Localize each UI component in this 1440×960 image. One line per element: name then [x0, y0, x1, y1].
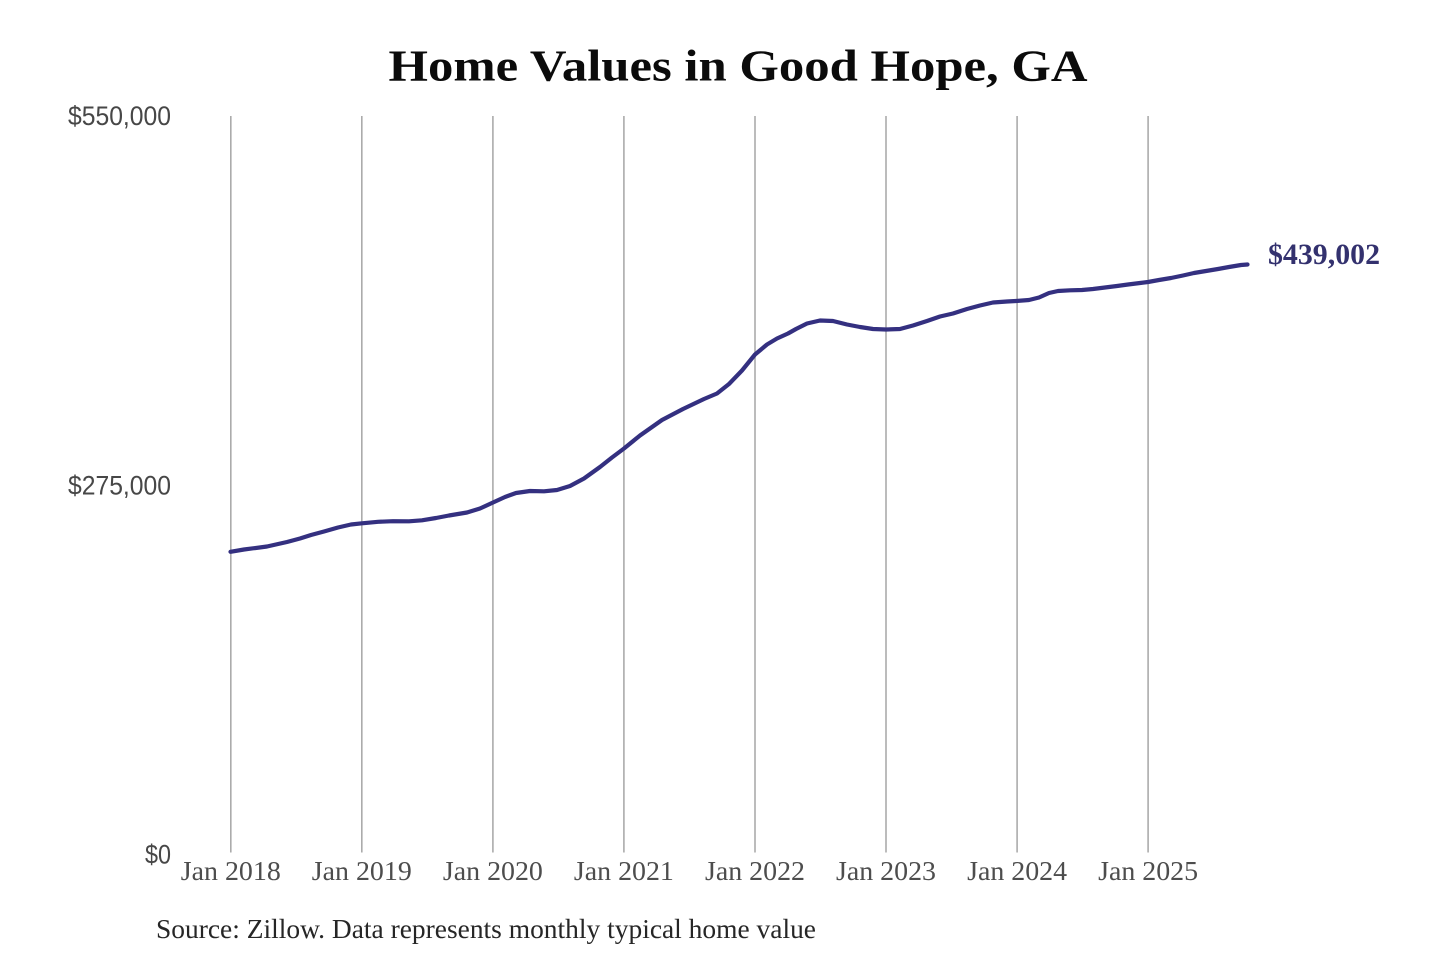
- svg-text:$0: $0: [145, 840, 171, 870]
- svg-text:Jan 2019: Jan 2019: [312, 856, 412, 886]
- svg-text:Jan 2022: Jan 2022: [705, 856, 805, 886]
- svg-text:Home Values in Good Hope, GA: Home Values in Good Hope, GA: [389, 42, 1088, 91]
- svg-text:Jan 2023: Jan 2023: [836, 856, 936, 886]
- svg-text:Jan 2024: Jan 2024: [967, 856, 1068, 886]
- svg-text:$439,002: $439,002: [1268, 238, 1380, 271]
- svg-text:$275,000: $275,000: [68, 471, 171, 501]
- svg-text:Jan 2020: Jan 2020: [443, 856, 543, 886]
- svg-text:Jan 2018: Jan 2018: [181, 856, 281, 886]
- svg-text:$550,000: $550,000: [68, 101, 171, 131]
- svg-text:Jan 2025: Jan 2025: [1098, 856, 1198, 886]
- svg-text:Jan 2021: Jan 2021: [574, 856, 674, 886]
- svg-text:Source: Zillow. Data represent: Source: Zillow. Data represents monthly …: [156, 914, 816, 944]
